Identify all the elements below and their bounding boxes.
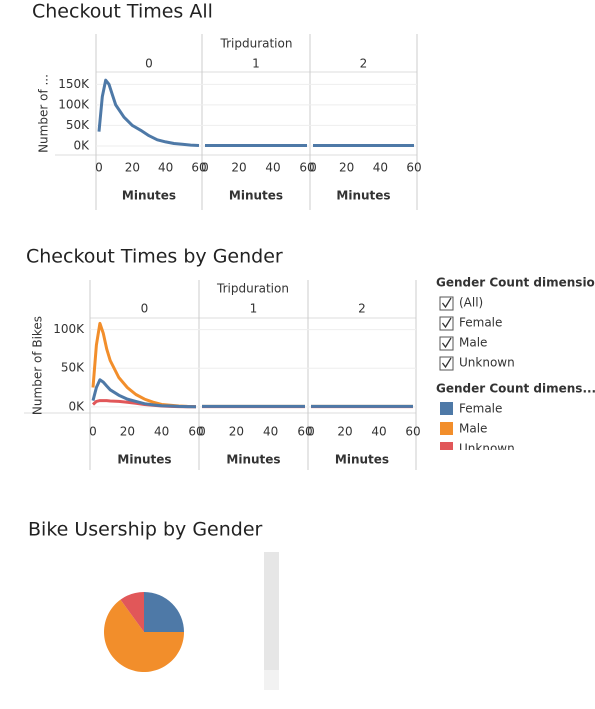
legend-item: Male [459, 422, 487, 436]
legend-swatch [440, 402, 453, 415]
pie-slice [120, 592, 144, 632]
x-tick-label: 40 [158, 161, 173, 175]
y-axis-label: Number of ... [37, 74, 51, 153]
x-axis-label: Minutes [226, 453, 280, 467]
facet-label: Tripduration [216, 282, 289, 296]
x-tick-label: 0 [198, 425, 206, 439]
legend-item: Female [459, 402, 502, 416]
checkmark [441, 317, 452, 329]
filter-item: Male [459, 336, 487, 350]
x-axis-label: Minutes [335, 453, 389, 467]
y-tick-label: 150K [58, 77, 90, 91]
scrollbar[interactable] [264, 552, 279, 690]
x-tick-label: 20 [229, 425, 244, 439]
facet-label: Tripduration [220, 37, 293, 51]
x-tick-label: 40 [371, 425, 386, 439]
x-axis-label: Minutes [122, 189, 176, 203]
chart-title: Bike Usership by Gender [28, 519, 263, 541]
x-tick-label: 20 [339, 161, 354, 175]
panel-label: 2 [358, 302, 366, 316]
filter-item: (All) [459, 296, 483, 310]
x-tick-label: 60 [188, 425, 203, 439]
y-tick-label: 0K [68, 399, 85, 413]
pie-slice [103, 599, 184, 672]
filter-title: Gender Count dimension [436, 276, 595, 290]
checkmark [441, 357, 452, 369]
x-tick-label: 60 [297, 425, 312, 439]
y-axis-label: Number of Bikes [31, 316, 45, 415]
legend-item: Unknown [459, 442, 515, 456]
line-series [91, 321, 197, 409]
x-tick-label: 0 [309, 161, 317, 175]
x-tick-label: 20 [231, 161, 246, 175]
panel-label: 1 [252, 57, 260, 71]
x-tick-label: 60 [191, 161, 206, 175]
x-tick-label: 0 [89, 425, 97, 439]
x-tick-label: 0 [201, 161, 209, 175]
y-tick-label: 100K [58, 97, 90, 111]
panel-label: 0 [145, 57, 153, 71]
x-axis-label: Minutes [229, 189, 283, 203]
x-tick-label: 0 [95, 161, 103, 175]
x-axis-label: Minutes [117, 453, 171, 467]
legend-title: Gender Count dimens... [436, 382, 595, 396]
y-tick-label: 50K [61, 361, 85, 375]
x-tick-label: 0 [307, 425, 315, 439]
x-tick-label: 20 [337, 425, 352, 439]
y-tick-label: 50K [66, 118, 90, 132]
scrollbar-end [264, 670, 279, 690]
x-tick-label: 60 [299, 161, 314, 175]
x-tick-label: 40 [154, 425, 169, 439]
panel-label: 1 [250, 302, 258, 316]
legend-swatch [440, 422, 453, 435]
line-series [97, 78, 200, 147]
x-tick-label: 40 [373, 161, 388, 175]
x-tick-label: 40 [265, 161, 280, 175]
legend-swatch [440, 442, 453, 450]
x-tick-label: 20 [125, 161, 140, 175]
y-tick-label: 100K [53, 322, 85, 336]
panel-label: 2 [360, 57, 368, 71]
pie-slice [144, 592, 184, 632]
panel-label: 0 [141, 302, 149, 316]
chart-title: Checkout Times All [32, 1, 213, 23]
x-tick-label: 40 [263, 425, 278, 439]
chart-title: Checkout Times by Gender [26, 246, 283, 268]
y-tick-label: 0K [73, 138, 90, 152]
filter-item: Female [459, 316, 502, 330]
legend: Female Male Unknown [440, 402, 515, 456]
checkmark [441, 297, 452, 309]
x-axis-label: Minutes [336, 189, 390, 203]
x-tick-label: 60 [406, 161, 421, 175]
filter-item: Unknown [459, 356, 515, 370]
x-tick-label: 60 [405, 425, 420, 439]
line-series [91, 378, 197, 409]
x-tick-label: 20 [120, 425, 135, 439]
checkmark [441, 337, 452, 349]
